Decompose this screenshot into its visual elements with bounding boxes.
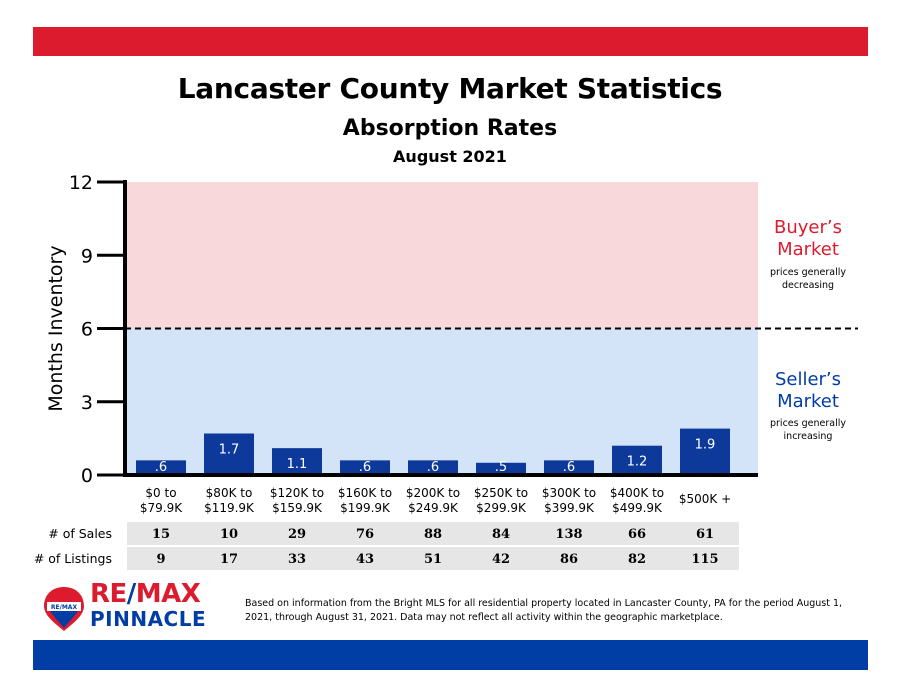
sellers-market-title-0: Seller’s [775,369,841,390]
buyers-market-title-0: Buyer’s [774,217,842,238]
category-label-3-line-0: $160K to [338,486,392,500]
bar-3 [340,460,390,475]
page-subtitle: Absorption Rates [342,116,558,141]
bar-value-label-1: 1.7 [219,442,240,457]
bar-value-label-0: .6 [155,460,167,475]
bottom-brand-band [33,640,868,670]
table-cell-1-7: 82 [628,552,646,567]
page-title: Lancaster County Market Statistics [177,72,723,105]
bar-4 [408,460,458,475]
y-tick-label-2: 6 [81,319,93,341]
bar-1 [204,433,254,475]
axes [97,180,858,477]
table-cell-1-4: 51 [424,552,442,567]
table-cell-0-5: 84 [492,527,510,542]
bar-8 [680,428,730,475]
bar-7 [612,445,662,475]
category-label-2-line-0: $120K to [270,486,324,500]
category-label-8: $500K + [679,492,731,506]
category-label-7-line-0: $400K to [610,486,664,500]
category-label-2-line-1: $159.9K [272,501,323,515]
category-label-0-line-0: $0 to [145,486,176,500]
table-row-label-0: # of Sales [48,526,112,541]
data-source-disclaimer: Based on information from the Bright MLS… [245,598,843,623]
buyers-market-note-1: decreasing [782,280,834,291]
logo-office-name: PINNACLE [90,607,207,631]
buyers-market-zone [125,182,758,329]
buyers-market-note-0: prices generally [770,267,846,278]
bar-2 [272,448,322,475]
table-cell-0-7: 66 [628,527,646,542]
bar-value-label-2: 1.1 [287,457,308,472]
table-cell-0-6: 138 [555,527,582,542]
table-cell-1-6: 86 [560,552,578,567]
category-label-1-line-0: $80K to [206,486,253,500]
table-cell-0-1: 10 [220,527,238,542]
report-period: August 2021 [393,147,507,166]
category-label-6-line-0: $300K to [542,486,596,500]
bar-5 [476,462,526,475]
table-cell-1-5: 42 [492,552,510,567]
sellers-market-title-1: Market [777,391,839,412]
table-row-bg-1 [127,547,739,570]
category-label-1-line-1: $119.9K [204,501,255,515]
y-axis-label: Months Inventory [45,245,67,411]
labels: .6 1.7 1.1 .6 .6 .5 .6 1.2 1.9 0 3 6 9 12 Months Inven… [34,172,847,567]
top-brand-band [33,27,868,56]
table-cell-1-8: 115 [691,552,718,567]
absorption-rate-chart: .6 1.7 1.1 .6 .6 .5 .6 1.2 1.9 0 3 6 9 12 Months Inven… [34,172,858,570]
table-cell-0-8: 61 [696,527,714,542]
category-label-3-line-1: $199.9K [340,501,391,515]
y-tick-label-0: 0 [81,465,93,487]
table-cell-0-4: 88 [424,527,442,542]
table-cell-0-3: 76 [356,527,374,542]
bar-0 [136,460,186,475]
table-cell-0-2: 29 [288,527,306,542]
table-background [127,522,739,570]
category-label-4-line-1: $249.9K [408,501,459,515]
bars [136,428,730,475]
bar-value-label-8: 1.9 [695,438,716,453]
sellers-market-note-0: prices generally [770,418,846,429]
category-label-5-line-1: $299.9K [476,501,527,515]
bar-6 [544,460,594,475]
category-label-7-line-1: $499.9K [612,501,663,515]
balloon-icon: RE/MAX [44,587,84,631]
y-tick-label-1: 3 [81,392,93,414]
bar-value-label-4: .6 [427,460,439,475]
table-cell-0-0: 15 [152,527,170,542]
y-tick-label-4: 12 [69,172,93,194]
table-row-bg-0 [127,522,739,545]
category-label-5-line-0: $250K to [474,486,528,500]
buyers-market-title-1: Market [777,239,839,260]
sellers-market-note-1: increasing [784,431,833,442]
logo-wordmark: RE/MAX [90,579,201,609]
bar-value-label-7: 1.2 [627,455,648,470]
y-tick-label-3: 9 [81,245,93,267]
table-cell-1-0: 9 [156,552,165,567]
table-cell-1-1: 17 [220,552,238,567]
bar-value-label-6: .6 [563,460,575,475]
table-cell-1-2: 33 [288,552,306,567]
category-label-6-line-1: $399.9K [544,501,595,515]
balloon-label: RE/MAX [51,604,78,611]
category-label-0-line-1: $79.9K [140,501,183,515]
category-label-4-line-0: $200K to [406,486,460,500]
table-cell-1-3: 43 [356,552,374,567]
bar-value-label-3: .6 [359,460,371,475]
remax-pinnacle-logo: RE/MAX RE/MAX PINNACLE [42,579,222,635]
bar-value-label-5: .5 [495,460,507,475]
table-row-label-1: # of Listings [34,551,112,566]
